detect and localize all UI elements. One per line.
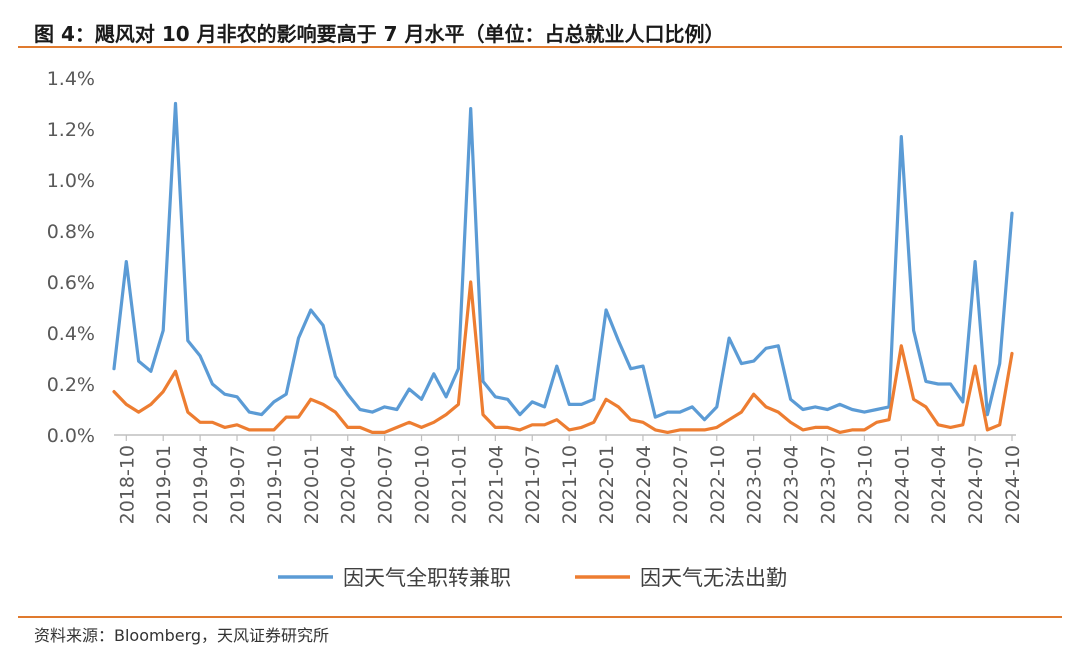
series-line-1	[112, 101, 1014, 422]
series-line-2	[112, 280, 1014, 434]
x-tick-label: 2022-10	[707, 445, 729, 524]
x-tick-label: 2021-01	[448, 445, 470, 524]
x-tick-label: 2022-07	[670, 445, 692, 524]
x-tick-label: 2024-04	[928, 445, 950, 524]
x-tick-label: 2019-04	[190, 445, 212, 524]
x-tick-label: 2020-10	[412, 445, 434, 524]
x-tick-label: 2024-07	[965, 445, 987, 524]
x-tick-label: 2019-01	[153, 445, 175, 524]
x-axis: 2018-10 2019-01 2019-04 2019-07 2019-10 2020-…	[114, 434, 1024, 524]
line-chart: 0.0% 0.2% 0.4% 0.6% 0.8% 1.0% 1.2% 1.4% 2018-10…	[47, 68, 1024, 590]
x-tick-label: 2023-10	[854, 445, 876, 524]
x-tick-label: 2018-10	[116, 445, 138, 524]
y-tick-label: 0.2%	[47, 374, 95, 396]
y-tick-label: 0.0%	[47, 425, 95, 447]
x-tick-label: 2021-04	[485, 445, 507, 524]
chart-title: 图 4：飓风对 10 月非农的影响要高于 7 月水平（单位：占总就业人口比例）	[34, 22, 725, 46]
y-tick-label: 0.6%	[47, 272, 95, 294]
x-tick-label: 2022-04	[633, 445, 655, 524]
x-tick-label: 2024-01	[891, 445, 913, 524]
x-tick-label: 2022-01	[596, 445, 618, 524]
x-tick-label: 2021-10	[559, 445, 581, 524]
legend-label-1: 因天气全职转兼职	[343, 566, 511, 590]
title-divider	[18, 46, 1062, 48]
x-tick-label: 2019-07	[227, 445, 249, 524]
x-tick-label: 2019-10	[264, 445, 286, 524]
y-tick-label: 1.2%	[47, 119, 95, 141]
footer-divider	[18, 616, 1062, 618]
x-tick-label: 2020-04	[338, 445, 360, 524]
x-tick-label: 2023-01	[744, 445, 766, 524]
y-tick-label: 0.8%	[47, 221, 95, 243]
x-tick-label: 2023-07	[817, 445, 839, 524]
x-tick-label: 2021-07	[522, 445, 544, 524]
plot-area	[112, 101, 1014, 434]
legend-label-2: 因天气无法出勤	[640, 566, 787, 590]
legend: 因天气全职转兼职 因天气无法出勤	[278, 566, 787, 590]
x-tick-label: 2020-01	[301, 445, 323, 524]
x-tick-label: 2020-07	[375, 445, 397, 524]
y-tick-label: 1.0%	[47, 170, 95, 192]
y-tick-label: 1.4%	[47, 68, 95, 90]
y-tick-label: 0.4%	[47, 323, 95, 345]
source-note: 资料来源：Bloomberg，天风证券研究所	[34, 626, 330, 645]
x-tick-label: 2023-04	[781, 445, 803, 524]
x-tick-label: 2024-10	[1002, 445, 1024, 524]
y-axis: 0.0% 0.2% 0.4% 0.6% 0.8% 1.0% 1.2% 1.4%	[47, 68, 95, 447]
